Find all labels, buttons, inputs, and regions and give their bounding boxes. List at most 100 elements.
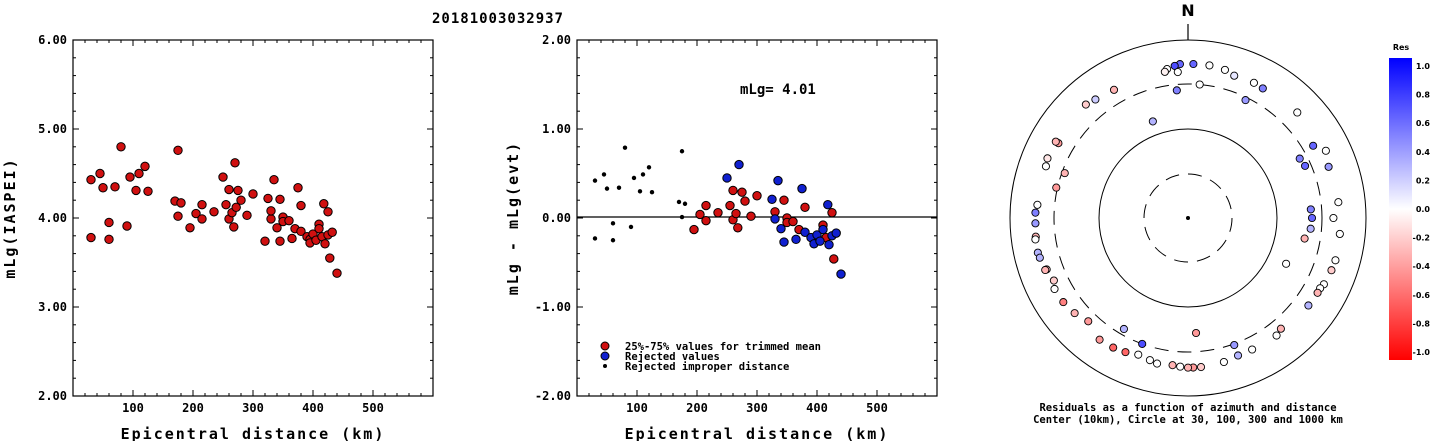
residual-point xyxy=(1041,265,1050,275)
magnitude-point xyxy=(231,202,241,213)
panel2-ticks: -2.00 -1.00 0.00 1.00 2.00 100 200 300 400 500 xyxy=(535,33,937,415)
magnitude-point xyxy=(191,208,201,219)
magnitude-point xyxy=(197,199,207,210)
magnitude-point xyxy=(263,193,273,204)
residual-point xyxy=(1301,161,1310,170)
improper-distance-point xyxy=(682,201,688,206)
magnitude-point xyxy=(86,232,96,243)
residual-point xyxy=(1172,86,1181,95)
improper-distance-point xyxy=(676,199,682,205)
ring-1000km xyxy=(1009,39,1367,397)
magnitude-point xyxy=(272,223,282,233)
colorbar-tick-label: -0.6 xyxy=(1413,291,1431,300)
panel0-ytick-label: 3.00 xyxy=(38,300,67,314)
panel1-ylabel: mLg(IASPEI) xyxy=(1,157,19,278)
rejected-point xyxy=(831,228,841,238)
residual-point xyxy=(1233,351,1243,360)
residual-point xyxy=(1070,309,1079,318)
residual-point xyxy=(1191,328,1201,338)
residual-point xyxy=(1195,80,1204,89)
panel0-ytick-label: 6.00 xyxy=(38,33,67,47)
panel1-xlabel: Epicentral distance (km) xyxy=(121,425,386,441)
panel-polar: N Residuals as a function of azimuth and… xyxy=(1009,1,1367,426)
residual-point xyxy=(1334,198,1343,207)
legend-improper-label: Rejected improper distance xyxy=(625,361,789,373)
legend-improper-marker xyxy=(603,364,607,368)
colorbar-tick-label: -1.0 xyxy=(1413,348,1431,357)
residual-point xyxy=(1248,345,1257,354)
panel2-xlabel: Epicentral distance (km) xyxy=(625,425,890,441)
improper-distance-point xyxy=(679,149,685,154)
magnitude-point xyxy=(197,214,207,224)
panel0-ytick-label: 4.00 xyxy=(38,211,67,225)
trimmed-point xyxy=(733,223,743,233)
residual-point xyxy=(1153,359,1162,368)
magnitude-point xyxy=(275,194,285,205)
residual-point xyxy=(1306,224,1315,233)
magnitude-point xyxy=(110,182,120,192)
polar-points xyxy=(1031,59,1344,372)
residual-point xyxy=(1059,298,1068,307)
magnitude-point xyxy=(116,142,126,152)
residual-point xyxy=(1035,253,1044,262)
magnitude-point xyxy=(242,210,252,221)
magnitude-point xyxy=(86,175,96,185)
improper-distance-point xyxy=(628,224,634,230)
legend-trimmed-marker xyxy=(600,341,610,351)
panel0-xtick-label: 200 xyxy=(182,401,204,415)
residual-point xyxy=(1321,146,1330,155)
magnitude-point xyxy=(275,236,285,246)
magnitude-point xyxy=(293,183,303,193)
residual-point xyxy=(1205,61,1214,70)
improper-distance-point xyxy=(601,172,607,177)
magnitude-point xyxy=(134,168,144,179)
colorbar-tick-label: 0.0 xyxy=(1416,205,1431,214)
colorbar-tick-label: 1.0 xyxy=(1416,62,1431,71)
residual-point xyxy=(1324,162,1333,171)
magnitude-point xyxy=(173,145,183,156)
magnitude-point xyxy=(236,195,246,205)
magnitude-point xyxy=(296,200,306,211)
colorbar-gradient xyxy=(1389,58,1412,360)
improper-distance-point xyxy=(649,189,655,195)
magnitude-point xyxy=(323,207,333,217)
magnitude-point xyxy=(218,172,228,182)
colorbar-tick-label: 0.2 xyxy=(1416,176,1430,185)
residual-point xyxy=(1052,183,1061,192)
magnitude-point xyxy=(122,221,132,231)
residual-point xyxy=(1138,339,1147,348)
residual-point xyxy=(1049,276,1058,285)
residual-point xyxy=(1230,340,1239,350)
colorbar-tick-label: -0.2 xyxy=(1413,234,1431,243)
residual-point xyxy=(1272,331,1281,340)
panel1-ytick-label: -1.00 xyxy=(535,300,571,314)
residual-point xyxy=(1258,84,1267,93)
magnitude-point xyxy=(260,236,270,246)
panel0-xtick-label: 300 xyxy=(242,401,264,415)
residual-point xyxy=(1168,361,1177,370)
panel0-xtick-label: 500 xyxy=(362,401,384,415)
colorbar-tick-label: 0.8 xyxy=(1416,91,1431,100)
panel1-frame xyxy=(72,39,434,397)
improper-distance-point xyxy=(631,175,637,181)
colorbar-tick-label: -0.4 xyxy=(1413,262,1431,271)
residual-point xyxy=(1230,71,1239,80)
magnitude-point xyxy=(131,185,141,196)
rejected-point xyxy=(823,199,833,210)
magnitude-point xyxy=(176,198,186,208)
panel2-points xyxy=(592,145,846,279)
magnitude-point xyxy=(95,168,105,179)
residual-point xyxy=(1033,200,1042,209)
north-label: N xyxy=(1181,1,1194,20)
magnitude-point xyxy=(221,199,231,210)
residual-point xyxy=(1307,213,1317,223)
residual-point xyxy=(1249,78,1258,87)
residual-point xyxy=(1282,259,1291,268)
rejected-point xyxy=(770,214,780,224)
panel0-ytick-label: 5.00 xyxy=(38,122,67,136)
residual-point xyxy=(1095,335,1104,344)
improper-distance-point xyxy=(646,165,652,170)
rejected-point xyxy=(818,224,828,235)
residual-point xyxy=(1304,301,1313,310)
trimmed-point xyxy=(827,207,837,218)
